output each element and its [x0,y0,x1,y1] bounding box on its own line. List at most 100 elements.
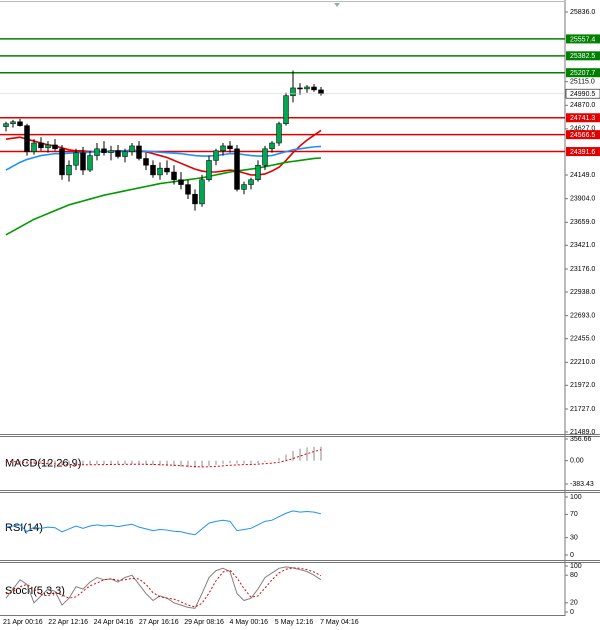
y-tick-label: 70 [570,511,578,518]
y-tick-label: 100 [570,563,582,570]
candle-body [262,148,268,166]
macd-bar [285,454,287,461]
macd-bar [166,460,168,466]
macd-bar [243,460,245,464]
candle-body [206,160,212,180]
macd-bar [173,460,175,467]
macd-bar [299,448,301,461]
candle-body [227,145,233,150]
y-tick-label: 22693.0 [570,313,595,320]
x-tick-label: 24 Apr 04:16 [94,619,134,626]
indicator-line [5,449,322,468]
macd-bar [236,460,238,464]
x-tick-label: 27 Apr 16:16 [139,619,179,626]
macd-bar [250,460,252,464]
shift-marker [334,3,340,7]
x-tick-label: 22 Apr 12:16 [48,619,88,626]
macd-bar [124,460,126,465]
candle-body [52,144,58,150]
candle-body [87,155,93,171]
macd-bar [40,460,42,465]
macd-bar [215,460,217,465]
candle-body [213,150,219,161]
candle-body [122,151,128,157]
macd-bar [271,460,273,462]
y-tick-label: 21727.0 [570,406,595,413]
x-tick-label: 5 May 12:16 [275,619,314,626]
candle-body [108,150,114,153]
macd-bar [180,460,182,467]
macd-bar [306,447,308,461]
level-label-box [566,68,600,78]
y-tick-label: -383.43 [570,481,594,488]
macd-bar [222,460,224,464]
candle-body [290,87,296,96]
candle-body [10,121,16,124]
macd-bar [75,460,77,465]
candle-body [192,193,198,205]
macd-bar [96,460,98,465]
candle-body [129,145,135,152]
candle-body [199,179,205,205]
level-label-box [566,113,600,123]
x-tick-label: 7 May 04:16 [320,619,359,626]
macd-bar [194,460,196,468]
level-label: 25207.7 [570,70,595,77]
macd-bar [47,460,49,465]
candle-body [304,86,310,90]
candle-body [73,152,79,166]
candle-body [164,167,170,173]
macd-bar [26,460,28,464]
macd-bar [320,446,322,461]
x-tick-label: 21 Apr 00:16 [3,619,43,626]
macd-bar [152,460,154,465]
y-tick-label: 22455.0 [570,336,595,343]
candle-body [80,152,86,171]
y-tick-label: 30 [570,534,578,541]
candle-body [297,87,303,90]
candle-body [143,158,149,166]
y-tick-label: 23176.0 [570,266,595,273]
last-price-box [565,88,600,99]
candle-body [220,145,226,151]
macd-bar [292,450,294,461]
macd-bar [159,460,161,466]
indicator-line [5,129,322,176]
macd-bar [82,460,84,465]
y-tick-label: 25115.0 [570,79,595,86]
macd-bar [257,460,259,464]
y-tick-label: 20 [570,600,578,607]
candle-body [38,142,44,149]
macd-bar [89,460,91,465]
macd-bar [54,460,56,465]
level-label-box [566,130,600,140]
candle-body [248,179,254,185]
macd-bar [201,460,203,468]
y-tick-label: 100 [570,494,582,501]
macd-bar [110,460,112,465]
y-tick-label: 23659.0 [570,219,595,226]
candle-body [255,164,261,180]
indicator-line [5,510,322,536]
level-label: 24391.6 [570,149,595,156]
candle-body [318,89,324,94]
macd-bar [208,460,210,467]
y-tick-label: 22210.0 [570,359,595,366]
candle-body [171,171,177,180]
candle-body [269,142,275,150]
macd-bar [278,458,280,461]
level-label-box [566,147,600,157]
level-label: 25382.5 [570,53,595,60]
y-tick-label: 0 [570,609,574,616]
level-label: 25557.4 [570,36,595,43]
y-tick-label: 23421.0 [570,242,595,249]
y-tick-label: 0 [570,552,574,559]
y-tick-label: 21972.0 [570,382,595,389]
panel-title: Stoch(5,3,3) [5,585,65,597]
y-tick-label: 24627.0 [570,126,595,133]
y-tick-label: 80 [570,572,578,579]
macd-bar [131,460,133,465]
y-tick-label: 23904.0 [570,196,595,203]
macd-bar [264,460,266,462]
